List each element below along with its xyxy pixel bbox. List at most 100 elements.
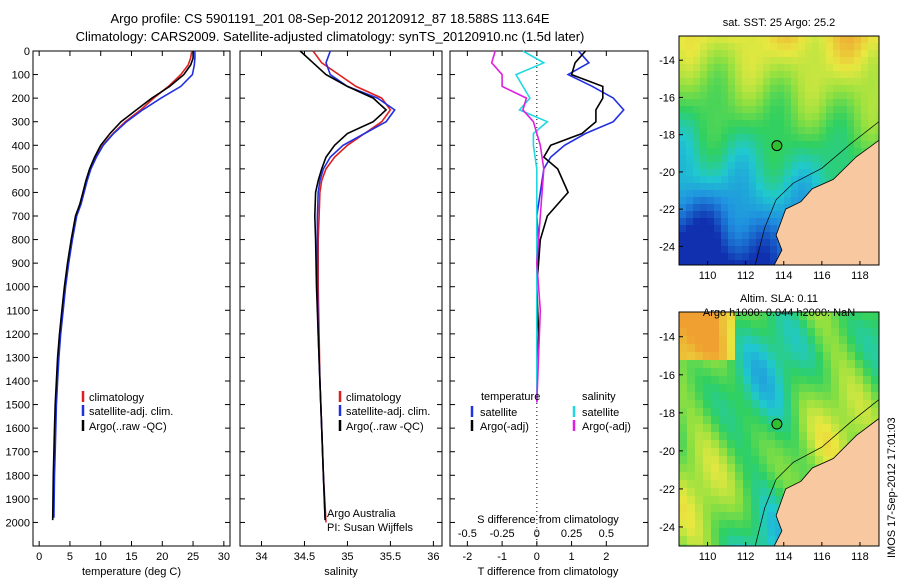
t-diff-legend-label-0: satellite — [480, 407, 517, 419]
argo-position-marker — [771, 418, 783, 430]
sst-map-panel: 110 112 114 116 118 -14 -16 -18 -20 -22 -24 — [659, 35, 880, 282]
temp-legend-label-0: climatology — [89, 392, 145, 404]
sst-map-xtick-label-3: 116 — [813, 270, 831, 282]
sst-map-field — [679, 36, 879, 265]
t-diff-tick-label-0: -2 — [462, 551, 472, 563]
temp-diff-legend-title: temperature — [481, 391, 540, 403]
depth-tick-label-17: 1700 — [6, 447, 30, 459]
sla-map-land — [773, 417, 879, 546]
temp-legend-label-2: Argo(..raw -QC) — [89, 421, 167, 433]
depth-tick-label-11: 1100 — [6, 305, 30, 317]
sst-map-ytick-label-1: -16 — [659, 92, 675, 104]
sst-map-xtick-label-0: 110 — [699, 270, 717, 282]
sst-map-ytick-label-3: -20 — [659, 167, 675, 179]
s-diff-tick-label-4: 0.5 — [599, 528, 614, 540]
pi-label: PI: Susan Wijffels — [327, 522, 413, 534]
sla-map-ytick-label-2: -18 — [659, 408, 675, 420]
depth-tick-label-12: 1200 — [6, 329, 30, 341]
sst-map-title: sat. SST: 25 Argo: 25.2 — [723, 17, 836, 29]
sla-map-xtick-label-2: 114 — [775, 551, 793, 563]
temperature-xtick-label-3: 15 — [125, 551, 137, 563]
salinity-xtick-label-1: 34.5 — [294, 551, 315, 563]
sla-map-frame — [678, 311, 880, 547]
temperature-frame — [32, 50, 231, 547]
sal-legend-label-0: climatology — [346, 392, 402, 404]
sal-xlabel: salinity — [324, 566, 358, 578]
temperature-xtick-label-4: 20 — [156, 551, 168, 563]
sst-map-xtick-label-2: 114 — [775, 270, 793, 282]
sal-legend-label-1: satellite-adj. clim. — [346, 406, 430, 418]
depth-tick-label-13: 1300 — [6, 352, 30, 364]
s-diff-xlabel: S difference from climatology — [477, 514, 619, 526]
argo-position-marker — [771, 140, 783, 152]
s-diff-tick-label-2: 0 — [534, 528, 540, 540]
depth-tick-label-4: 400 — [12, 140, 30, 152]
salinity-panel: 34 34.5 35 35.5 36 salinity climatology satelli… — [239, 50, 443, 578]
sla-map-ytick-label-5: -24 — [659, 522, 675, 534]
temperature-series-1 — [53, 51, 196, 518]
depth-tick-label-6: 600 — [12, 187, 30, 199]
salinity-xtick-label-3: 35.5 — [380, 551, 401, 563]
difference-panel: -2 -1 0 1 2 -0.5 -0.25 0 0.25 0.5 S difference fro… — [449, 50, 649, 578]
salinity-xtick-label-0: 34 — [255, 551, 267, 563]
temperature-xtick-label-1: 5 — [67, 551, 73, 563]
sst-map-ytick-label-4: -22 — [659, 204, 675, 216]
t-diff-tick-label-1: -1 — [497, 551, 507, 563]
sst-map-frame — [678, 35, 880, 266]
depth-tick-label-1: 100 — [12, 70, 30, 82]
depth-tick-label-0: 0 — [24, 46, 30, 58]
s-diff-legend-label-0: satellite — [582, 407, 619, 419]
sla-map-field — [679, 312, 879, 546]
depth-tick-label-8: 800 — [12, 235, 30, 247]
imos-stamp: IMOS 17-Sep-2012 17:01:03 — [886, 417, 898, 558]
sla-map-xtick-label-3: 116 — [813, 551, 831, 563]
temperature-xtick-label-2: 10 — [95, 551, 107, 563]
depth-tick-label-2: 200 — [12, 93, 30, 105]
sst-map-land — [773, 139, 879, 265]
depth-tick-label-3: 300 — [12, 117, 30, 129]
depth-tick-label-18: 1800 — [6, 470, 30, 482]
salinity-frame — [239, 50, 443, 547]
depth-tick-label-7: 700 — [12, 211, 30, 223]
temp-legend-label-1: satellite-adj. clim. — [89, 406, 173, 418]
sst-map-contour — [754, 121, 879, 265]
profile-title: Argo profile: CS 5901191_201 08-Sep-2012… — [110, 11, 550, 26]
sla-map-subtitle: Argo h1000: 0.044 h2000: NaN — [703, 307, 855, 319]
temp-xlabel: temperature (deg C) — [82, 566, 181, 578]
salinity-xtick-label-2: 35 — [341, 551, 353, 563]
sla-map-panel: 110 112 114 116 118 -14 -16 -18 -20 -22 -24 — [659, 311, 880, 563]
s-diff-legend-label-1: Argo(-adj) — [582, 421, 631, 433]
sla-map-ytick-label-1: -16 — [659, 370, 675, 382]
depth-tick-label-5: 500 — [12, 164, 30, 176]
depth-tick-label-9: 900 — [12, 258, 30, 270]
sla-map-xtick-label-0: 110 — [699, 551, 717, 563]
t-diff-tick-label-3: 1 — [569, 551, 575, 563]
salinity-xtick-label-4: 36 — [427, 551, 439, 563]
sst-map-xtick-label-4: 118 — [851, 270, 869, 282]
t-diff-tick-label-2: 0 — [534, 551, 540, 563]
sla-map-ytick-label-4: -22 — [659, 484, 675, 496]
sst-map-ytick-label-5: -24 — [659, 241, 675, 253]
sla-map-xtick-label-1: 112 — [737, 551, 755, 563]
sst-map-ytick-label-0: -14 — [659, 55, 675, 67]
t-diff-legend-label-1: Argo(-adj) — [480, 421, 529, 433]
depth-tick-label-15: 1500 — [6, 400, 30, 412]
temperature-xtick-label-6: 30 — [218, 551, 230, 563]
sal-legend-label-2: Argo(..raw -QC) — [346, 421, 424, 433]
s-diff-tick-label-0: -0.5 — [458, 528, 477, 540]
difference-series-3 — [490, 50, 545, 403]
sla-map-ytick-label-0: -14 — [659, 332, 675, 344]
sla-map-contour — [754, 399, 879, 546]
sla-map-title: Altim. SLA: 0.11 — [740, 293, 818, 305]
sla-map-xtick-label-4: 118 — [851, 551, 869, 563]
temperature-xtick-label-5: 25 — [187, 551, 199, 563]
depth-tick-label-20: 2000 — [6, 517, 30, 529]
argo-australia-label: Argo Australia — [327, 508, 396, 520]
sst-map-xtick-label-1: 112 — [737, 270, 755, 282]
sal-diff-legend-title: salinity — [582, 391, 616, 403]
s-diff-tick-label-3: 0.25 — [561, 528, 582, 540]
difference-series-2 — [514, 50, 549, 403]
sst-map-ytick-label-2: -18 — [659, 130, 675, 142]
t-diff-tick-label-4: 2 — [603, 551, 609, 563]
